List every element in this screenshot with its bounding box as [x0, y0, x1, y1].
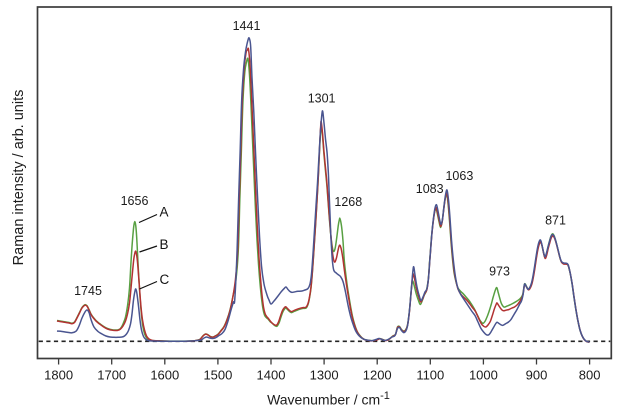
svg-text:1100: 1100 — [416, 368, 444, 383]
svg-text:B: B — [160, 237, 169, 252]
svg-text:1700: 1700 — [97, 368, 126, 383]
svg-text:Wavenumber / cm-1: Wavenumber / cm-1 — [267, 390, 390, 408]
svg-text:1200: 1200 — [363, 368, 392, 383]
svg-text:1083: 1083 — [416, 182, 444, 196]
svg-text:Raman intensity / arb. units: Raman intensity / arb. units — [11, 90, 27, 266]
svg-text:900: 900 — [526, 368, 548, 383]
svg-text:1301: 1301 — [308, 92, 336, 106]
svg-text:1400: 1400 — [257, 368, 286, 383]
svg-text:1600: 1600 — [150, 368, 179, 383]
svg-text:1500: 1500 — [203, 368, 232, 383]
svg-text:973: 973 — [489, 265, 510, 279]
svg-text:1745: 1745 — [74, 284, 102, 298]
svg-text:C: C — [160, 272, 170, 287]
svg-text:1300: 1300 — [310, 368, 339, 383]
svg-text:1000: 1000 — [469, 368, 498, 383]
svg-text:1268: 1268 — [334, 195, 362, 209]
svg-text:A: A — [160, 205, 169, 220]
svg-text:1656: 1656 — [121, 194, 149, 208]
svg-text:1800: 1800 — [44, 368, 73, 383]
svg-text:800: 800 — [579, 368, 601, 383]
svg-text:1441: 1441 — [233, 19, 261, 33]
svg-text:871: 871 — [545, 214, 566, 228]
svg-text:1063: 1063 — [445, 169, 473, 183]
